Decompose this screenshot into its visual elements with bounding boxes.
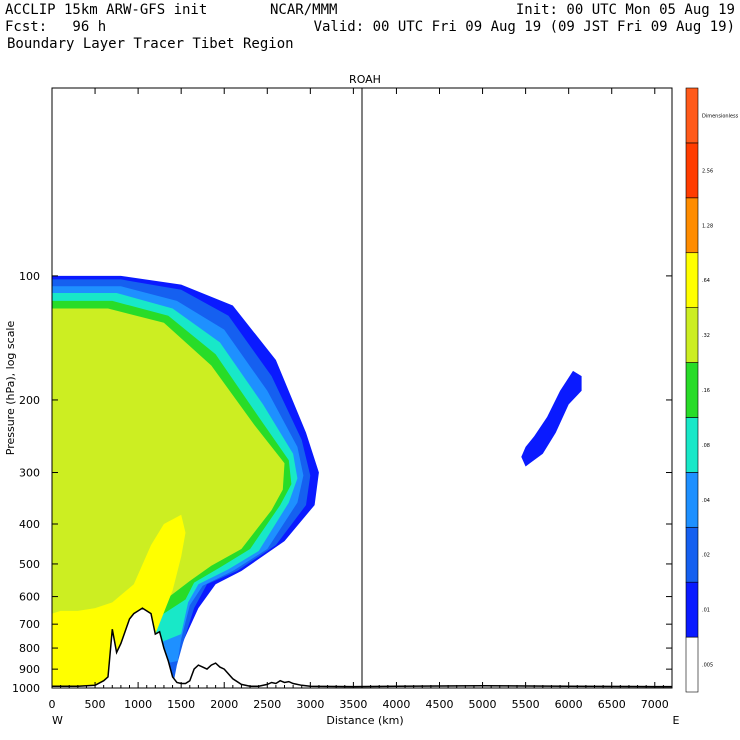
terrain-line xyxy=(52,607,672,688)
y-axis-label: Pressure (hPa), log scale xyxy=(4,321,17,456)
colorbar-label: .005 xyxy=(702,663,713,669)
x-end-label-west: W xyxy=(52,714,63,727)
x-tick-label: 4500 xyxy=(426,698,454,711)
x-tick-label: 1500 xyxy=(167,698,195,711)
colorbar-label: .04 xyxy=(702,498,710,504)
terrain-layer xyxy=(52,607,672,688)
colorbar-swatch xyxy=(685,307,699,363)
header-right-2: Valid: 00 UTC Fri 09 Aug 19 (09 JST Fri … xyxy=(314,19,735,35)
tracer-region-6 xyxy=(52,308,285,687)
x-tick-label: 1000 xyxy=(124,698,152,711)
header-left-1: ACCLIP 15km ARW-GFS init xyxy=(5,2,207,18)
colorbar-label: .08 xyxy=(702,443,710,449)
tracer-region-1 xyxy=(521,370,582,467)
header-right-1: Init: 00 UTC Mon 05 Aug 19 xyxy=(516,2,735,18)
colorbar-swatch xyxy=(685,142,699,199)
colorbar-swatch xyxy=(685,526,699,583)
y-tick-label: 1000 xyxy=(12,682,40,695)
colorbar-label: 1.28 xyxy=(702,223,713,229)
y-tick-label: 300 xyxy=(19,467,40,480)
colorbar: .005 .01 .02 .04 .08 .16 .32 .64 1.28 2.56 Dimensi… xyxy=(685,87,739,693)
x-tick-label: 2500 xyxy=(253,698,281,711)
x-axis: 0 500 1000 1500 2000 2500 3000 3500 4000 4500 5000… xyxy=(49,88,669,711)
header-left-2: Fcst: 96 h xyxy=(5,19,106,35)
x-tick-label: 2000 xyxy=(210,698,238,711)
x-tick-label: 6000 xyxy=(555,698,583,711)
y-tick-label: 600 xyxy=(19,591,40,604)
colorbar-swatch xyxy=(685,472,699,528)
colorbar-label: 2.56 xyxy=(702,168,713,174)
x-tick-label: 5000 xyxy=(469,698,497,711)
x-tick-label: 0 xyxy=(49,698,56,711)
y-tick-label: 100 xyxy=(19,270,40,283)
y-axis: 100 200 300 400 500 600 700 800 900 1000 xyxy=(12,270,672,695)
y-tick-label: 800 xyxy=(19,642,40,655)
header-line-3: Boundary Layer Tracer Tibet Region xyxy=(7,36,294,52)
y-tick-label: 900 xyxy=(19,663,40,676)
x-tick-label: 7000 xyxy=(641,698,669,711)
colorbar-swatch xyxy=(685,636,699,693)
x-tick-label: 5500 xyxy=(512,698,540,711)
terrain-mask xyxy=(52,608,672,688)
x-end-label-east: E xyxy=(673,714,680,727)
tracer-region-7 xyxy=(52,514,186,687)
x-tick-label: 3500 xyxy=(339,698,367,711)
x-axis-label: Distance (km) xyxy=(326,714,403,727)
tracer-regions xyxy=(52,275,582,687)
x-tick-label: 500 xyxy=(85,698,106,711)
colorbar-label: .32 xyxy=(702,333,710,339)
chart-title: ROAH xyxy=(349,73,381,86)
colorbar-label: .64 xyxy=(702,278,710,284)
x-tick-label: 4000 xyxy=(382,698,410,711)
x-tick-label: 6500 xyxy=(598,698,626,711)
colorbar-label: .01 xyxy=(702,608,710,614)
y-tick-label: 700 xyxy=(19,618,40,631)
colorbar-swatch xyxy=(685,87,699,144)
colorbar-label: .16 xyxy=(702,388,710,394)
colorbar-swatch xyxy=(685,197,699,254)
header-center-1: NCAR/MMM xyxy=(270,2,337,18)
y-tick-label: 200 xyxy=(19,394,40,407)
colorbar-swatch xyxy=(685,417,699,473)
colorbar-swatch xyxy=(685,362,699,418)
colorbar-label: Dimensionless xyxy=(702,113,739,119)
x-tick-label: 3000 xyxy=(296,698,324,711)
colorbar-swatch xyxy=(685,581,699,638)
colorbar-swatch xyxy=(685,252,699,308)
y-tick-label: 500 xyxy=(19,558,40,571)
colorbar-label: .02 xyxy=(702,553,710,559)
y-tick-label: 400 xyxy=(19,518,40,531)
